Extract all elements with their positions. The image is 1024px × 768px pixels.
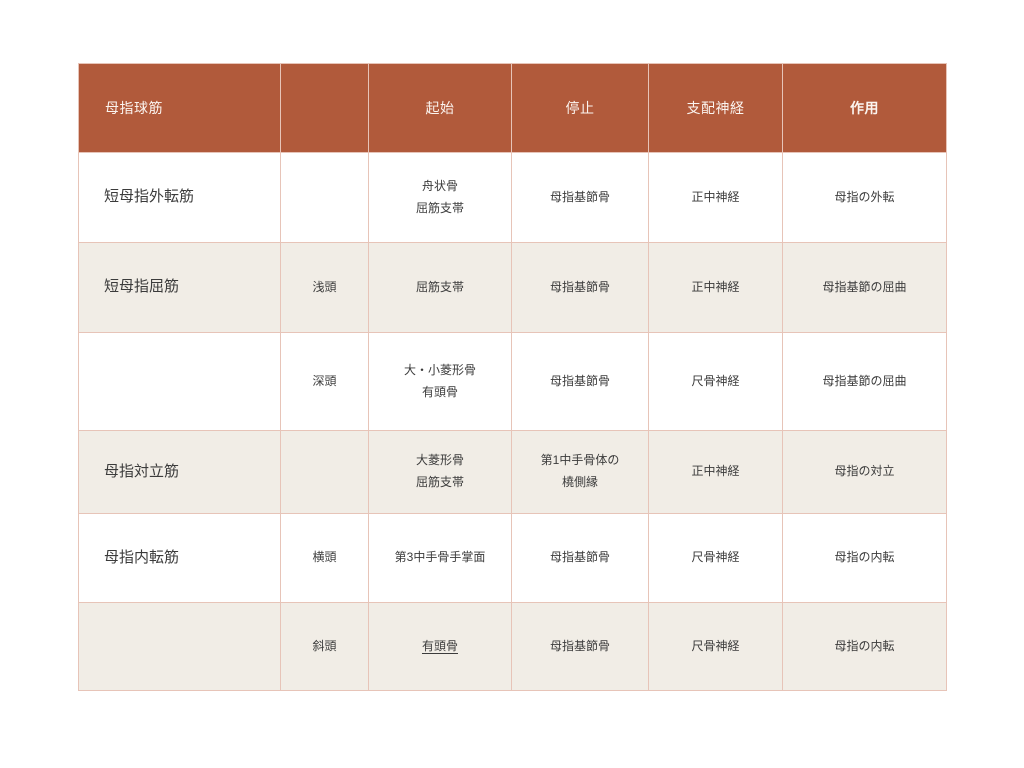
cell-line: 橈側縁 (561, 475, 598, 489)
muscle-table: 母指球筋 起始 停止 支配神経 作用 短母指外転筋 舟状骨 屈筋支帯 母指基節骨 正中神… (78, 63, 947, 691)
cell-line: 尺骨神経 (691, 550, 740, 565)
table-cell-action: 母指の対立 (782, 430, 947, 514)
table-cell-head (280, 430, 369, 514)
column-header-action: 作用 (782, 63, 947, 153)
cell-line: 母指の外転 (834, 189, 895, 204)
table-cell-origin: 大菱形骨 屈筋支帯 (368, 430, 512, 514)
table-cell-muscle: 短母指外転筋 (78, 152, 281, 243)
table-cell-muscle: 母指対立筋 (78, 430, 281, 514)
cell-line: 屈筋支帯 (415, 200, 464, 215)
column-header-insertion: 停止 (511, 63, 649, 153)
cell-line: 舟状骨 (421, 178, 458, 193)
cell-line: 斜頭 (312, 638, 337, 653)
table-cell-origin: 有頭骨 (368, 602, 512, 691)
table-cell-origin: 屈筋支帯 (368, 242, 512, 333)
table-cell-origin: 第3中手骨手掌面 (368, 513, 512, 603)
table-cell-insertion: 母指基節骨 (511, 602, 649, 691)
table-cell-nerve: 尺骨神経 (648, 513, 783, 603)
cell-line: 有頭骨 (421, 638, 458, 653)
table-cell-action: 母指の外転 (782, 152, 947, 243)
cell-line: 母指の内転 (834, 638, 895, 653)
cell-line: 母指基節骨 (549, 638, 610, 653)
table-cell-head: 横頭 (280, 513, 369, 603)
table-row: 短母指外転筋 舟状骨屈筋支帯 母指基節骨 正中神経 母指の外転 (78, 152, 947, 243)
table-row: 深頭 大・小菱形骨 有頭骨 母指基節骨 尺骨神経 母指基節の屈曲 (78, 332, 947, 431)
table-cell-action: 母指の内転 (782, 602, 947, 691)
cell-line: 屈筋支帯 (415, 475, 464, 489)
table-row: 斜頭 有頭骨 母指基節骨 尺骨神経 母指の内転 (78, 602, 947, 691)
table-cell-nerve: 正中神経 (648, 430, 783, 514)
table-row: 母指対立筋 大菱形骨 屈筋支帯 第1中手骨体の 橈側縁 正中神経 母指の対立 (78, 430, 947, 514)
column-header-muscle-group: 母指球筋 (78, 63, 281, 153)
table-cell-origin: 舟状骨 屈筋支帯 (368, 152, 512, 243)
cell-line: 母指内転筋 (104, 548, 180, 566)
table-cell-head: 深頭 (280, 332, 369, 431)
cell-line: 母指の対立 (834, 464, 895, 479)
cell-line: 母指基節の屈曲 (822, 279, 907, 294)
table-cell-action: 母指の内転 (782, 513, 947, 603)
cell-line: 正中神経 (691, 279, 740, 294)
cell-line: 深頭 (312, 373, 337, 388)
cell-line: 短母指外転筋 (104, 188, 195, 206)
column-header-nerve: 支配神経 (648, 63, 783, 153)
header-row: 母指球筋 起始 停止 支配神経 作用 (78, 63, 947, 153)
table-cell-insertion: 母指基節骨 (511, 152, 649, 243)
table-cell-insertion: 第1中手骨体の 橈側縁 (511, 430, 649, 514)
table-cell-muscle (78, 602, 281, 691)
cell-line: 母指基節骨 (549, 189, 610, 204)
cell-line: 屈筋支帯 (415, 279, 464, 294)
table-cell-insertion: 母指基節骨 (511, 332, 649, 431)
cell-line: 母指基節骨 (549, 279, 610, 294)
table-cell-nerve: 正中神経 (648, 242, 783, 333)
column-header-head (280, 63, 369, 153)
cell-line: 有頭骨 (421, 384, 458, 399)
cell-line: 母指基節の屈曲 (822, 373, 907, 388)
cell-line: 母指対立筋 (104, 462, 180, 480)
table-cell-muscle: 母指内転筋 (78, 513, 281, 603)
cell-line: 母指基節骨 (549, 373, 610, 388)
cell-line: 横頭 (312, 550, 337, 565)
table-cell-nerve: 尺骨神経 (648, 332, 783, 431)
cell-line: 短母指屈筋 (104, 278, 180, 296)
table-cell-nerve: 正中神経 (648, 152, 783, 243)
table-cell-action: 母指基節の屈曲 (782, 332, 947, 431)
table-cell-origin: 大・小菱形骨 有頭骨 (368, 332, 512, 431)
cell-line: 浅頭 (312, 279, 337, 294)
table-row: 短母指屈筋 浅頭 屈筋支帯 母指基節骨 正中神経 母指基節の屈曲 (78, 242, 947, 333)
table-cell-head (280, 152, 369, 243)
table-cell-insertion: 母指基節骨 (511, 242, 649, 333)
table-row: 母指内転筋 横頭 第3中手骨手掌面 母指基節骨 尺骨神経 母指の内転 (78, 513, 947, 603)
cell-line: 尺骨神経 (691, 373, 740, 388)
cell-line: 正中神経 (691, 189, 740, 204)
cell-line: 第1中手骨体の (540, 453, 620, 468)
cell-line: 第3中手骨手掌面 (394, 550, 486, 565)
cell-line: 大・小菱形骨 (403, 362, 476, 377)
table-cell-muscle: 短母指屈筋 (78, 242, 281, 333)
column-header-origin: 起始 (368, 63, 512, 153)
table-header: 母指球筋 起始 停止 支配神経 作用 (78, 63, 947, 153)
cell-line: 尺骨神経 (691, 638, 740, 653)
table-cell-muscle (78, 332, 281, 431)
table-cell-head: 浅頭 (280, 242, 369, 333)
table-cell-action: 母指基節の屈曲 (782, 242, 947, 333)
cell-line: 母指の内転 (834, 550, 895, 565)
table-cell-nerve: 尺骨神経 (648, 602, 783, 691)
table-body: 短母指外転筋 舟状骨 屈筋支帯 母指基節骨 正中神経 母指の外転 短母指屈筋 浅頭 屈筋支帯 母指… (78, 152, 947, 691)
cell-line: 大菱形骨 (415, 453, 464, 468)
table-cell-head: 斜頭 (280, 602, 369, 691)
cell-line: 母指基節骨 (549, 550, 610, 565)
cell-line: 正中神経 (691, 464, 740, 479)
table-cell-insertion: 母指基節骨 (511, 513, 649, 603)
